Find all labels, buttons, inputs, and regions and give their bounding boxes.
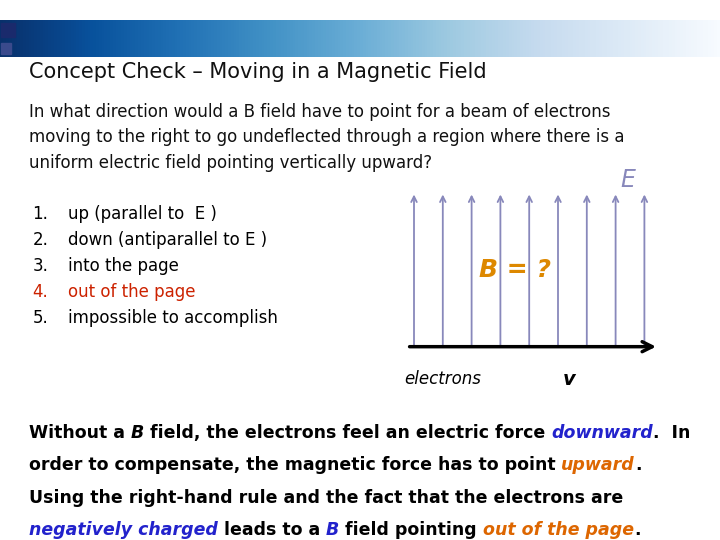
Text: downward: downward bbox=[552, 424, 653, 442]
Text: B: B bbox=[131, 424, 144, 442]
Text: 4.: 4. bbox=[32, 283, 48, 301]
Text: field pointing: field pointing bbox=[339, 521, 483, 539]
Text: impossible to accomplish: impossible to accomplish bbox=[68, 309, 278, 327]
Text: 1.: 1. bbox=[32, 205, 48, 223]
Text: 5.: 5. bbox=[32, 309, 48, 327]
Bar bbox=[1, 43, 11, 54]
Text: E: E bbox=[621, 168, 636, 192]
Text: out of the page: out of the page bbox=[68, 283, 196, 301]
Text: into the page: into the page bbox=[68, 257, 179, 275]
Text: up (parallel to  E ): up (parallel to E ) bbox=[68, 205, 217, 223]
Text: In what direction would a B field have to point for a beam of electrons
moving t: In what direction would a B field have t… bbox=[29, 103, 624, 172]
Text: leads to a: leads to a bbox=[217, 521, 326, 539]
Text: .  In: . In bbox=[653, 424, 690, 442]
Text: 2.: 2. bbox=[32, 231, 48, 249]
Text: .: . bbox=[634, 521, 640, 539]
Text: negatively charged: negatively charged bbox=[29, 521, 217, 539]
Text: .: . bbox=[635, 456, 642, 474]
Text: v: v bbox=[562, 370, 575, 389]
Text: Concept Check – Moving in a Magnetic Field: Concept Check – Moving in a Magnetic Fie… bbox=[29, 62, 487, 82]
Text: B = ?: B = ? bbox=[479, 258, 551, 282]
Text: down (antiparallel to E ): down (antiparallel to E ) bbox=[68, 231, 268, 249]
Text: Using the right-hand rule and the fact that the electrons are: Using the right-hand rule and the fact t… bbox=[29, 489, 623, 507]
Text: order to compensate, the magnetic force has to point: order to compensate, the magnetic force … bbox=[29, 456, 562, 474]
Text: Without a: Without a bbox=[29, 424, 131, 442]
Text: 3.: 3. bbox=[32, 257, 48, 275]
Text: out of the page: out of the page bbox=[483, 521, 634, 539]
Text: electrons: electrons bbox=[405, 370, 481, 388]
Text: B: B bbox=[326, 521, 339, 539]
Text: upward: upward bbox=[562, 456, 635, 474]
Text: field, the electrons feel an electric force: field, the electrons feel an electric fo… bbox=[144, 424, 552, 442]
Bar bbox=[1, 23, 14, 37]
